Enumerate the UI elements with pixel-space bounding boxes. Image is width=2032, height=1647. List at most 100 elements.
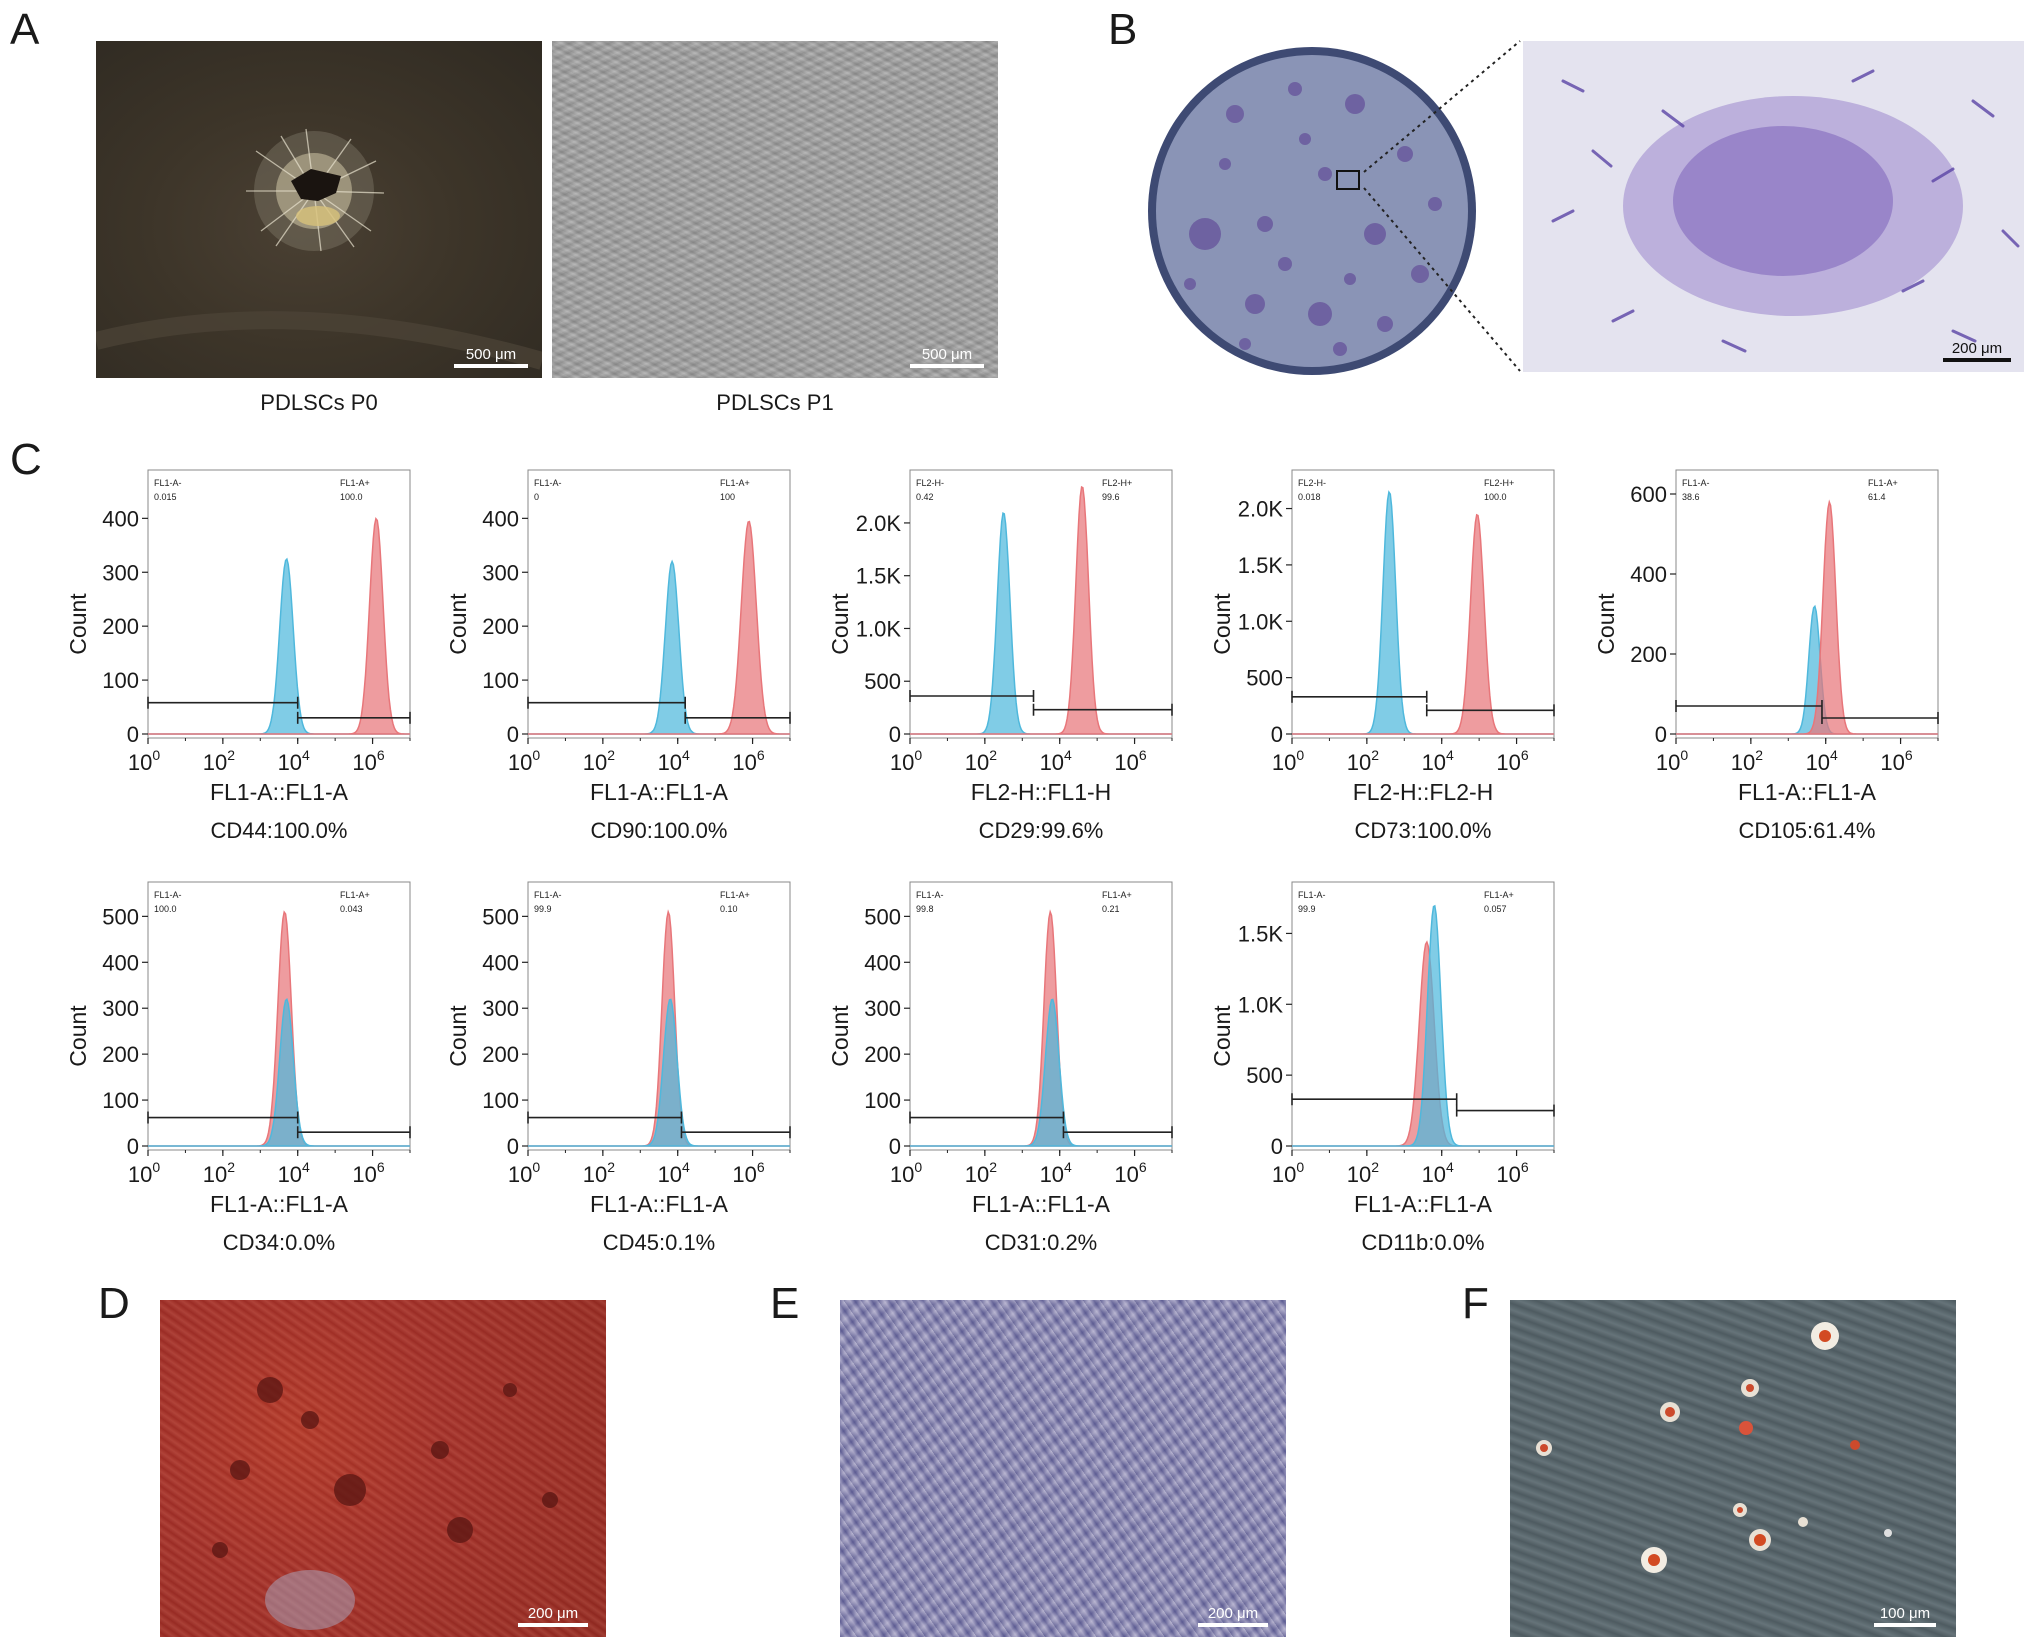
y-tick-label: 1.5K xyxy=(856,564,902,589)
histogram-svg: FL2-H- 0.42 FL2-H+ 99.6 0 500 1.0K 1.5K 2.0K 100 1… xyxy=(827,469,1173,805)
x-axis-label: FL1-A::FL1-A xyxy=(590,1191,729,1217)
y-tick-label: 600 xyxy=(1630,482,1667,507)
y-tick-label: 100 xyxy=(482,1088,519,1113)
plot-frame xyxy=(147,469,411,739)
y-tick-label: 500 xyxy=(1246,1063,1283,1088)
gate-negative xyxy=(909,690,1035,703)
x-tick-label: 100 xyxy=(1656,747,1688,775)
y-tick-label: 1.0K xyxy=(1238,992,1284,1017)
histogram-isotype xyxy=(910,998,1172,1147)
gate-value: 0.21 xyxy=(1102,904,1120,914)
histogram-title: CD45:0.1% xyxy=(602,1230,716,1255)
histogram-isotype xyxy=(1292,904,1554,1147)
gate-name: FL2-H- xyxy=(916,478,944,488)
x-tick-label: 106 xyxy=(732,1159,764,1187)
x-axis-label: FL1-A::FL1-A xyxy=(1738,779,1877,805)
gate-positive xyxy=(1062,1126,1173,1139)
gate-value: 0.018 xyxy=(1298,492,1321,502)
histogram-title: CD31:0.2% xyxy=(984,1230,1098,1255)
gate-name: FL1-A- xyxy=(154,890,182,900)
plot-frame xyxy=(147,881,411,1151)
gate-negative xyxy=(909,1111,1065,1124)
caption-p1: PDLSCs P1 xyxy=(716,390,834,415)
gate-value: 38.6 xyxy=(1682,492,1700,502)
x-tick-label: 102 xyxy=(1731,747,1763,775)
y-tick-label: 500 xyxy=(482,904,519,929)
gate-name: FL1-A+ xyxy=(720,478,750,488)
plot-frame xyxy=(909,469,1173,739)
histogram-positive xyxy=(1676,499,1938,735)
y-tick-label: 0 xyxy=(1271,722,1283,747)
y-tick-label: 400 xyxy=(864,950,901,975)
plot-frame xyxy=(1291,881,1555,1151)
y-tick-label: 0 xyxy=(507,1134,519,1159)
histogram-title: CD11b:0.0% xyxy=(1361,1230,1485,1255)
colony-zoom-photo: 200 μm xyxy=(1523,41,2024,372)
histogram-title: CD34:0.0% xyxy=(222,1230,336,1255)
y-tick-label: 1.5K xyxy=(1238,921,1284,946)
histogram-title: CD29:99.6% xyxy=(978,818,1104,843)
x-tick-label: 100 xyxy=(128,1159,160,1187)
histogram-cd105: FL1-A- 38.6 FL1-A+ 61.4 0 200 400 600 100 102 104 1… xyxy=(1593,469,1958,868)
gate-name: FL1-A- xyxy=(916,890,944,900)
gate-positive xyxy=(296,711,411,724)
gate-name: FL1-A- xyxy=(154,478,182,488)
gate-name: FL2-H+ xyxy=(1484,478,1514,488)
gate-negative xyxy=(527,1111,683,1124)
y-axis-label: Count xyxy=(445,1005,471,1067)
gate-positive xyxy=(296,1126,411,1139)
plot-frame xyxy=(527,881,791,1151)
x-tick-label: 102 xyxy=(203,1159,235,1187)
histogram-svg: FL1-A- 99.9 FL1-A+ 0.057 0 500 1.0K 1.5K 100 102 1… xyxy=(1209,881,1555,1217)
panel-label-a: A xyxy=(10,5,40,54)
y-tick-label: 200 xyxy=(482,1042,519,1067)
x-tick-label: 104 xyxy=(1422,1159,1454,1187)
x-tick-label: 100 xyxy=(890,747,922,775)
x-tick-label: 102 xyxy=(203,747,235,775)
gate-value: 0.42 xyxy=(916,492,934,502)
x-tick-label: 102 xyxy=(1347,1159,1379,1187)
histogram-cd31: FL1-A- 99.8 FL1-A+ 0.21 0 100 200 300 400 500 100 1… xyxy=(827,881,1192,1280)
histogram-cd34: FL1-A- 100.0 FL1-A+ 0.043 0 100 200 300 400 500 10… xyxy=(65,881,430,1280)
gate-name: FL1-A+ xyxy=(1868,478,1898,488)
y-tick-label: 0 xyxy=(507,722,519,747)
x-tick-label: 102 xyxy=(583,1159,615,1187)
gate-name: FL1-A+ xyxy=(1484,890,1514,900)
histogram-positive xyxy=(910,485,1172,735)
histogram-cd11b: FL1-A- 99.9 FL1-A+ 0.057 0 500 1.0K 1.5K 100 102 1… xyxy=(1209,881,1574,1280)
x-tick-label: 102 xyxy=(1347,747,1379,775)
y-tick-label: 100 xyxy=(102,1088,139,1113)
gate-negative xyxy=(1291,690,1428,703)
x-tick-label: 106 xyxy=(1114,747,1146,775)
x-tick-label: 106 xyxy=(1880,747,1912,775)
y-tick-label: 500 xyxy=(102,904,139,929)
y-tick-label: 300 xyxy=(102,996,139,1021)
x-tick-label: 104 xyxy=(1806,747,1838,775)
histogram-positive xyxy=(528,520,790,735)
histogram-svg: FL2-H- 0.018 FL2-H+ 100.0 0 500 1.0K 1.5K 2.0K 10… xyxy=(1209,469,1555,805)
scale-bar-f: 100 μm xyxy=(1874,1606,1936,1627)
histogram-isotype xyxy=(1676,604,1938,735)
y-tick-label: 400 xyxy=(482,950,519,975)
gate-name: FL1-A- xyxy=(534,890,562,900)
x-tick-label: 102 xyxy=(965,747,997,775)
y-tick-label: 500 xyxy=(864,904,901,929)
gate-positive xyxy=(1425,704,1555,717)
gate-negative xyxy=(1291,1093,1458,1106)
gate-value: 100.0 xyxy=(340,492,363,502)
x-tick-label: 104 xyxy=(278,747,310,775)
x-tick-label: 106 xyxy=(732,747,764,775)
histogram-isotype xyxy=(1292,490,1554,735)
x-tick-label: 102 xyxy=(583,747,615,775)
y-tick-label: 300 xyxy=(482,560,519,585)
histogram-cd45: FL1-A- 99.9 FL1-A+ 0.10 0 100 200 300 400 500 100 1… xyxy=(445,881,810,1280)
scale-bar-d: 200 μm xyxy=(518,1606,588,1627)
x-tick-label: 106 xyxy=(352,1159,384,1187)
y-tick-label: 0 xyxy=(127,1134,139,1159)
y-tick-label: 2.0K xyxy=(1238,497,1284,522)
y-tick-label: 200 xyxy=(102,614,139,639)
histogram-title: CD105:61.4% xyxy=(1738,818,1876,843)
y-axis-label: Count xyxy=(65,593,91,655)
plot-frame xyxy=(1291,469,1555,739)
